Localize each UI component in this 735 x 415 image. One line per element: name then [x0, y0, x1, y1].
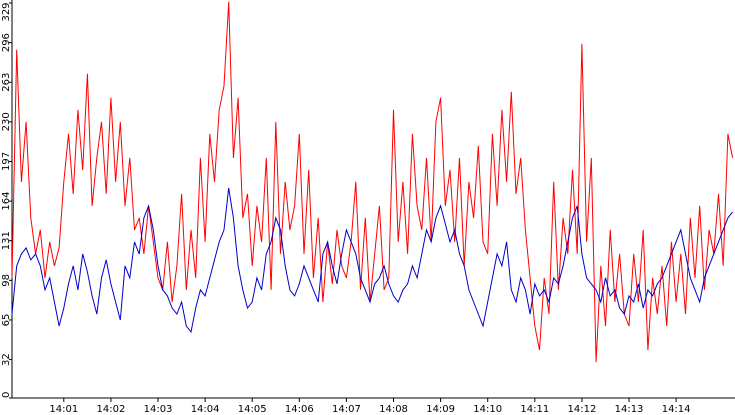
y-tick-label: 296 [1, 33, 12, 52]
y-tick-label: 32 [1, 353, 12, 366]
y-tick-label: 164 [1, 192, 12, 211]
y-tick-label: 329 [1, 2, 12, 21]
x-tick-label: 14:12 [568, 404, 597, 415]
x-tick-label: 14:09 [426, 404, 455, 415]
y-tick-label: 65 [1, 314, 12, 327]
y-tick-label: 131 [1, 231, 12, 250]
x-tick-label: 14:03 [144, 404, 173, 415]
series-line [11, 1, 734, 363]
x-tick-label: 14:13 [615, 404, 644, 415]
y-tick-label: 98 [1, 274, 12, 287]
y-tick-label: 0 [1, 392, 12, 398]
x-tick-label: 14:10 [473, 404, 502, 415]
y-tick-label: 230 [1, 112, 12, 131]
x-tick-label: 14:04 [191, 404, 220, 415]
x-tick-label: 14:07 [332, 404, 361, 415]
x-tick-label: 14:14 [662, 404, 691, 415]
x-tick-label: 14:06 [285, 404, 314, 415]
x-tick-label: 14:02 [96, 404, 125, 415]
x-tick-label: 14:11 [520, 404, 549, 415]
x-tick-label: 14:01 [49, 404, 78, 415]
x-tick-label: 14:08 [379, 404, 408, 415]
series-line [11, 187, 733, 334]
x-tick-label: 14:05 [238, 404, 267, 415]
y-tick-label: 263 [1, 73, 12, 92]
y-tick-label: 197 [1, 152, 12, 171]
